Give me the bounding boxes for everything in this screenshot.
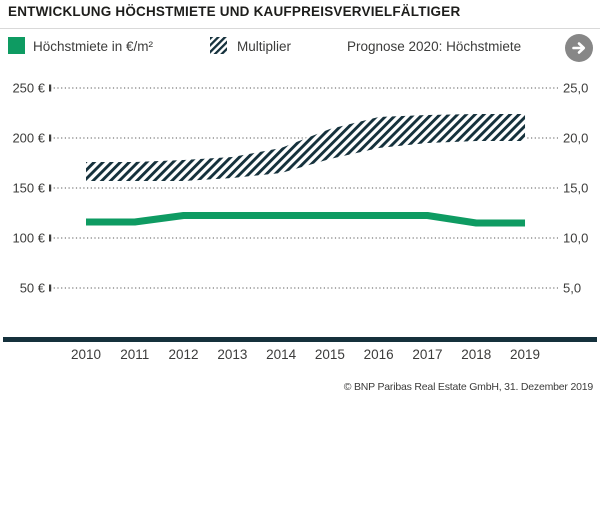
y-axis-label-left: 150 € — [12, 181, 45, 196]
rent-line — [86, 212, 526, 227]
prognose-arrow-icon[interactable] — [565, 34, 593, 62]
rent-legend-swatch — [8, 37, 25, 54]
chart-title: ENTWICKLUNG HÖCHSTMIETE UND KAUFPREISVER… — [8, 4, 461, 19]
gridline-layer — [49, 84, 558, 292]
y-axis-label-right: 5,0 — [563, 281, 581, 296]
y-axis-tick — [49, 84, 52, 92]
prognose-label: Prognose 2020: Höchstmiete — [347, 39, 522, 54]
rent-legend-label: Höchstmiete in €/m² — [33, 39, 154, 54]
y-axis-label-left: 200 € — [12, 131, 45, 146]
y-axis-label-right: 20,0 — [563, 131, 588, 146]
y-axis-label-left: 50 € — [20, 281, 46, 296]
y-axis-label-right: 25,0 — [563, 81, 588, 96]
y-axis-tick — [49, 184, 52, 192]
chart-canvas: 250 € 25,0 200 € 20,0 150 € 15,0 100 € 10,0 50 €… — [3, 81, 597, 362]
series-layer — [86, 114, 526, 227]
y-axis-tick — [49, 134, 52, 142]
axis-layer: 250 € 25,0 200 € 20,0 150 € 15,0 100 € 10,0 50 €… — [3, 81, 597, 362]
x-axis-year-label: 2019 — [510, 347, 540, 362]
x-axis-year-label: 2013 — [217, 347, 247, 362]
y-axis-label-right: 10,0 — [563, 231, 588, 246]
x-axis-year-label: 2018 — [461, 347, 491, 362]
y-axis-label-right: 15,0 — [563, 181, 588, 196]
x-axis-year-label: 2011 — [120, 347, 149, 362]
x-axis-year-label: 2015 — [315, 347, 345, 362]
x-axis-year-label: 2017 — [412, 347, 442, 362]
x-axis-year-label: 2010 — [71, 347, 101, 362]
y-axis-tick — [49, 284, 52, 292]
multiplier-legend-swatch — [210, 37, 227, 54]
title-divider — [0, 28, 600, 29]
arrow-right-glyph — [572, 42, 586, 54]
multiplier-legend-label: Multiplier — [237, 39, 292, 54]
y-axis-label-left: 250 € — [12, 81, 45, 96]
x-axis-year-label: 2014 — [266, 347, 297, 362]
multiplier-band — [86, 114, 526, 181]
x-axis-bar — [3, 337, 597, 342]
x-axis-year-label: 2016 — [364, 347, 394, 362]
y-axis-label-left: 100 € — [12, 231, 45, 246]
y-axis-tick — [49, 234, 52, 242]
x-axis-year-label: 2012 — [169, 347, 199, 362]
copyright-note: © BNP Paribas Real Estate GmbH, 31. Deze… — [343, 381, 593, 393]
